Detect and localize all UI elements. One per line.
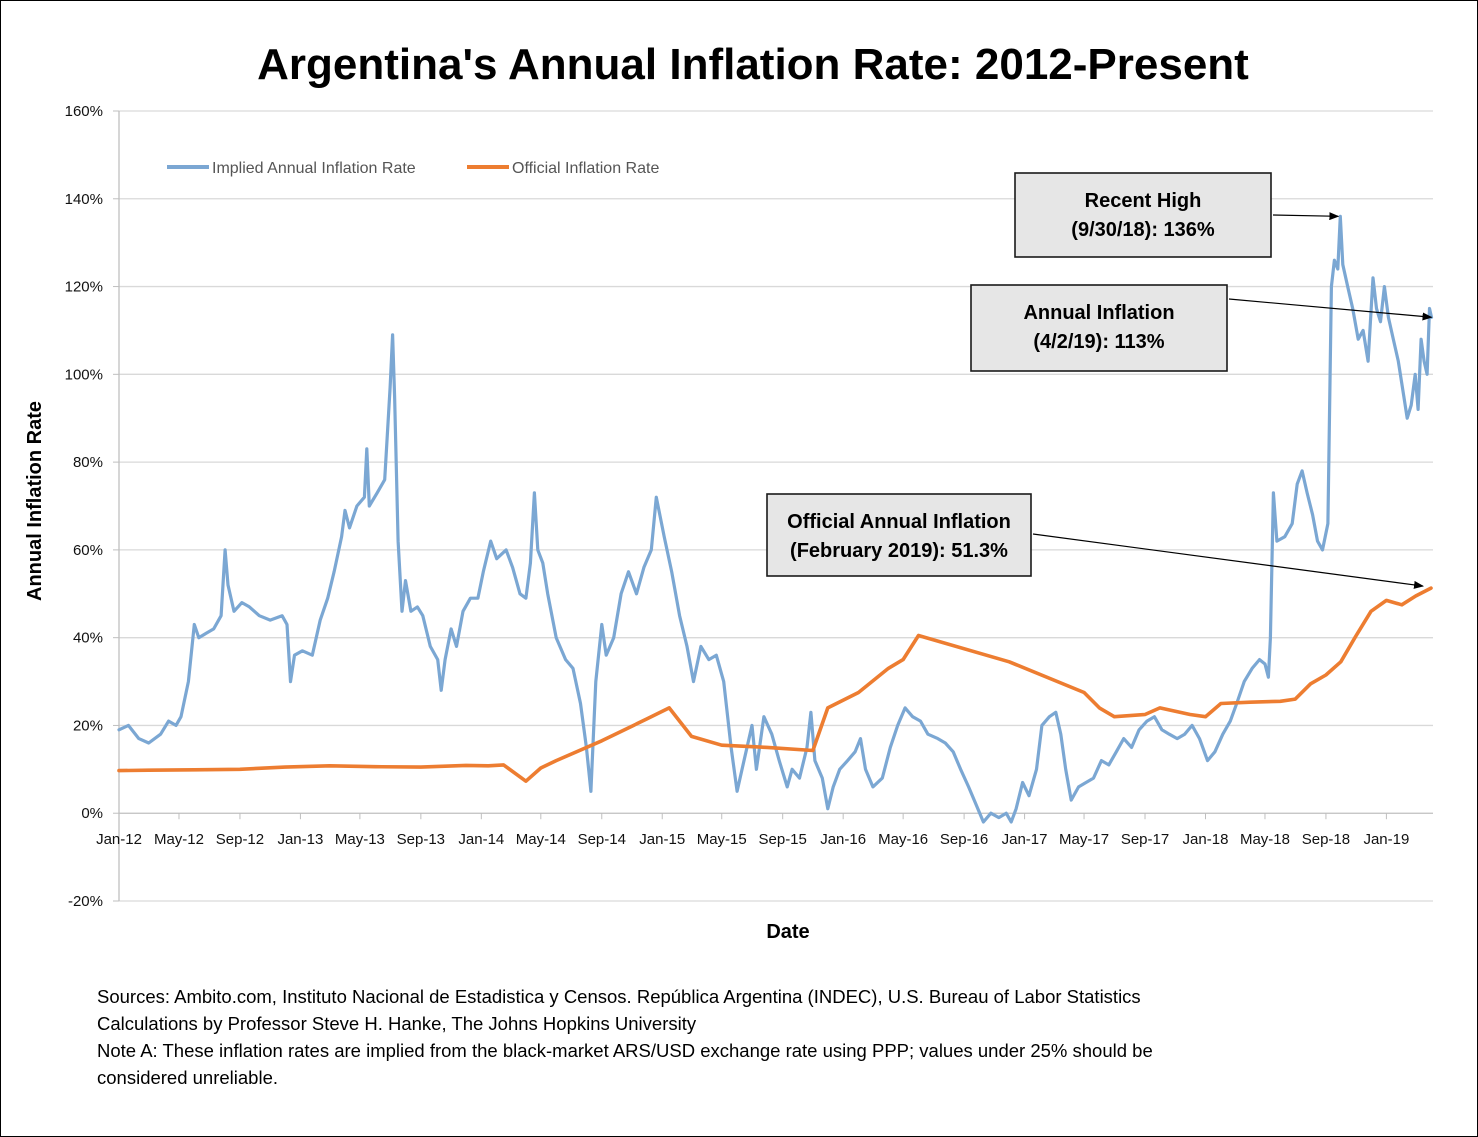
x-tick-label: May-15 [697, 831, 747, 848]
footnote-note-a: Note A: These inflation rates are implie… [97, 1040, 1153, 1061]
x-tick-label: Sep-15 [759, 831, 807, 848]
y-tick-label: 60% [73, 542, 103, 559]
y-tick-label: -20% [68, 893, 103, 910]
annotations: Recent High (9/30/18): 136% Annual Inflati… [766, 172, 1433, 589]
y-tick-label: 160% [65, 103, 103, 120]
annotation-recent-high: Recent High (9/30/18): 136% [1014, 172, 1340, 258]
x-tick-label: Jan-13 [277, 831, 323, 848]
axes: -20% 0% 20% 40% 60% 80% 100% 120% 140% 160% Jan-12… [65, 103, 1433, 910]
footnote-sources: Sources: Ambito.com, Instituto Nacional … [97, 986, 1141, 1007]
annotation-text: (9/30/18): 136% [1071, 219, 1215, 241]
x-tick-label: Jan-16 [820, 831, 866, 848]
annotation-box [1014, 172, 1272, 258]
annotation-text: (4/2/19): 113% [1033, 331, 1164, 353]
annotation-arrow [1032, 533, 1425, 589]
annotation-arrow [1272, 212, 1340, 221]
annotation-text: Annual Inflation [1023, 302, 1174, 324]
x-tick-label: Sep-12 [216, 831, 264, 848]
footnotes: Sources: Ambito.com, Instituto Nacional … [97, 983, 1437, 1091]
annotation-text: Official Annual Inflation [787, 511, 1011, 533]
x-tick-label: Jan-19 [1363, 831, 1409, 848]
y-axis-title: Annual Inflation Rate [24, 401, 46, 601]
x-tick-label: May-18 [1240, 831, 1290, 848]
x-axis-title: Date [766, 921, 809, 943]
annotation-arrow [1228, 298, 1433, 321]
x-tick-label: May-17 [1059, 831, 1109, 848]
annotation-official-annual-inflation: Official Annual Inflation (February 2019)… [766, 493, 1425, 589]
annotation-box [970, 284, 1228, 372]
series-lines [117, 214, 1434, 824]
legend-label: Official Inflation Rate [512, 160, 659, 177]
x-tick-label: May-13 [335, 831, 385, 848]
y-tick-label: 40% [73, 630, 103, 647]
annotation-annual-inflation: Annual Inflation (4/2/19): 113% [970, 284, 1433, 372]
x-tick-label: Sep-13 [397, 831, 445, 848]
x-tick-label: Sep-17 [1121, 831, 1169, 848]
footnote-note-a-continued: considered unreliable. [97, 1067, 279, 1088]
y-tick-label: 80% [73, 454, 103, 471]
x-tick-label: Sep-14 [578, 831, 626, 848]
chart-title: Argentina's Annual Inflation Rate: 2012-… [257, 40, 1249, 89]
x-tick-label: Jan-12 [96, 831, 142, 848]
x-tick-label: Sep-16 [940, 831, 988, 848]
legend-label: Implied Annual Inflation Rate [212, 160, 416, 177]
series-line-official [117, 586, 1433, 784]
annotation-text: Recent High [1085, 190, 1202, 212]
footnote-calculations: Calculations by Professor Steve H. Hanke… [97, 1013, 697, 1034]
x-tick-label: Jan-18 [1183, 831, 1229, 848]
x-tick-label: May-14 [516, 831, 566, 848]
x-tick-label: May-12 [154, 831, 204, 848]
x-tick-label: Jan-15 [639, 831, 685, 848]
y-tick-label: 120% [65, 279, 103, 296]
x-tick-label: May-16 [878, 831, 928, 848]
annotation-text: (February 2019): 51.3% [790, 540, 1008, 562]
x-tick-label: Sep-18 [1302, 831, 1350, 848]
x-tick-label: Jan-14 [458, 831, 504, 848]
y-tick-label: 0% [81, 805, 103, 822]
y-tick-label: 20% [73, 717, 103, 734]
legend: Implied Annual Inflation Rate Official In… [167, 160, 659, 177]
annotation-box [766, 493, 1032, 577]
y-tick-label: 100% [65, 366, 103, 383]
y-tick-label: 140% [65, 191, 103, 208]
series-line-implied [117, 214, 1434, 824]
x-tick-label: Jan-17 [1002, 831, 1048, 848]
